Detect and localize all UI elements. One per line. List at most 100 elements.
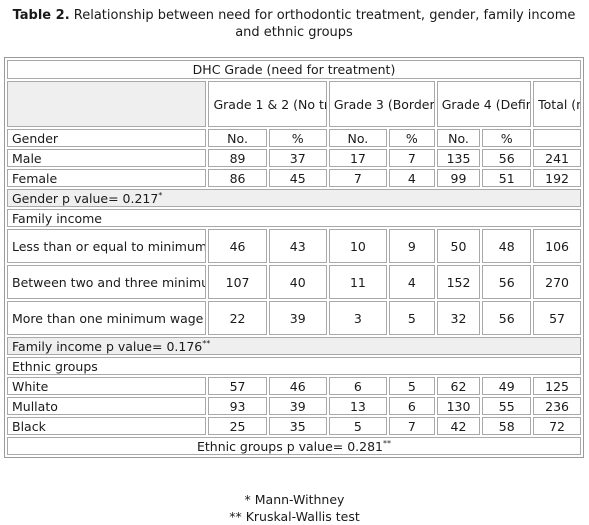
- row-value: 50: [436, 229, 481, 263]
- subheader-no: No.: [328, 129, 387, 147]
- dhc-table: DHC Grade (need for treatment) Grade 1 &…: [4, 57, 584, 458]
- row-value: 56: [482, 149, 532, 167]
- row-value: 7: [388, 149, 435, 167]
- row-value: 7: [328, 169, 387, 187]
- subheader-blank: [533, 129, 581, 147]
- subheader-pct: %: [482, 129, 532, 147]
- subheader-pct: %: [388, 129, 435, 147]
- row-value: 99: [436, 169, 481, 187]
- p-value-row: Ethnic groups p value= 0.281**: [7, 437, 581, 455]
- row-value: 56: [482, 301, 532, 335]
- row-value: 5: [388, 301, 435, 335]
- footnote-mann-whitney: * Mann-Withney: [244, 492, 345, 507]
- section-title-ethnic: Ethnic groups: [7, 357, 581, 375]
- row-value: 35: [268, 417, 327, 435]
- header-grade-4: Grade 4 (Definite treatment): [436, 81, 532, 127]
- p-value-mark: **: [202, 338, 211, 348]
- p-value-text: Ethnic groups p value= 0.281: [196, 438, 384, 454]
- row-label: White: [7, 377, 207, 395]
- row-label: More than one minimum wage: [7, 301, 207, 335]
- row-value: 32: [436, 301, 481, 335]
- table-row: Less than or equal to minimum wage ($ 28…: [7, 229, 581, 263]
- row-value: 57: [533, 301, 581, 335]
- caption-text: Relationship between need for orthodonti…: [73, 8, 576, 40]
- row-value: 13: [328, 397, 387, 415]
- row-label: Between two and three minimum wages: [7, 265, 207, 299]
- row-value: 22: [208, 301, 267, 335]
- section-title-gender: Gender: [7, 129, 207, 147]
- row-value: 42: [436, 417, 481, 435]
- row-value: 4: [388, 265, 435, 299]
- p-value-ethnic: Ethnic groups p value= 0.281**: [7, 437, 581, 455]
- row-label: Less than or equal to minimum wage ($ 28…: [7, 229, 207, 263]
- p-value-text: Family income p value= 0.176: [12, 338, 203, 354]
- header-grade-1-2: Grade 1 & 2 (No treatment): [208, 81, 327, 127]
- row-value: 270: [533, 265, 581, 299]
- footnotes: * Mann-Withney ** Kruskal-Wallis test: [0, 491, 589, 525]
- row-value: 58: [482, 417, 532, 435]
- grade-group-header: DHC Grade (need for treatment): [7, 60, 581, 79]
- row-label: Black: [7, 417, 207, 435]
- row-value: 106: [533, 229, 581, 263]
- row-value: 7: [388, 417, 435, 435]
- row-value: 43: [268, 229, 327, 263]
- row-value: 51: [482, 169, 532, 187]
- row-label: Mullato: [7, 397, 207, 415]
- table-row: Mullato 93 39 13 6 130 55 236: [7, 397, 581, 415]
- row-value: 3: [328, 301, 387, 335]
- table-row: White 57 46 6 5 62 49 125: [7, 377, 581, 395]
- row-value: 135: [436, 149, 481, 167]
- row-value: 46: [208, 229, 267, 263]
- row-value: 5: [388, 377, 435, 395]
- p-value-row: Gender p value= 0.217*: [7, 189, 581, 207]
- row-value: 39: [268, 397, 327, 415]
- p-value-income: Family income p value= 0.176**: [7, 337, 581, 355]
- table-row: More than one minimum wage 22 39 3 5 32 56 57: [7, 301, 581, 335]
- footnote-kruskal-wallis: ** Kruskal-Wallis test: [229, 509, 360, 524]
- row-value: 17: [328, 149, 387, 167]
- row-value: 93: [208, 397, 267, 415]
- row-value: 40: [268, 265, 327, 299]
- row-value: 39: [268, 301, 327, 335]
- table-row: Female 86 45 7 4 99 51 192: [7, 169, 581, 187]
- table-row: Male 89 37 17 7 135 56 241: [7, 149, 581, 167]
- row-value: 4: [388, 169, 435, 187]
- table-row: Black 25 35 5 7 42 58 72: [7, 417, 581, 435]
- header-grade-3: Grade 3 (Borderline): [328, 81, 435, 127]
- row-value: 6: [388, 397, 435, 415]
- row-value: 49: [482, 377, 532, 395]
- row-value: 72: [533, 417, 581, 435]
- header-total: Total (n): [533, 81, 581, 127]
- section-title-income: Family income: [7, 209, 581, 227]
- row-value: 6: [328, 377, 387, 395]
- row-value: 5: [328, 417, 387, 435]
- section-title-row: Ethnic groups: [7, 357, 581, 375]
- p-value-text: Gender p value= 0.217: [12, 190, 159, 206]
- row-value: 107: [208, 265, 267, 299]
- row-value: 45: [268, 169, 327, 187]
- p-value-row: Family income p value= 0.176**: [7, 337, 581, 355]
- row-value: 11: [328, 265, 387, 299]
- table-row: Between two and three minimum wages10740…: [7, 265, 581, 299]
- row-value: 125: [533, 377, 581, 395]
- p-value-mark: *: [158, 190, 163, 200]
- row-value: 48: [482, 229, 532, 263]
- row-value: 86: [208, 169, 267, 187]
- row-value: 25: [208, 417, 267, 435]
- row-value: 9: [388, 229, 435, 263]
- table-caption: Table 2. Relationship between need for o…: [8, 7, 580, 41]
- row-value: 56: [482, 265, 532, 299]
- row-value: 37: [268, 149, 327, 167]
- subheader-no: No.: [208, 129, 267, 147]
- p-value-mark: **: [383, 438, 392, 448]
- row-value: 241: [533, 149, 581, 167]
- row-value: 62: [436, 377, 481, 395]
- row-label: Male: [7, 149, 207, 167]
- subheader-pct: %: [268, 129, 327, 147]
- section-title-row: Family income: [7, 209, 581, 227]
- row-value: 57: [208, 377, 267, 395]
- p-value-gender: Gender p value= 0.217*: [7, 189, 581, 207]
- row-value: 236: [533, 397, 581, 415]
- caption-label: Table 2.: [12, 8, 70, 23]
- row-label: Female: [7, 169, 207, 187]
